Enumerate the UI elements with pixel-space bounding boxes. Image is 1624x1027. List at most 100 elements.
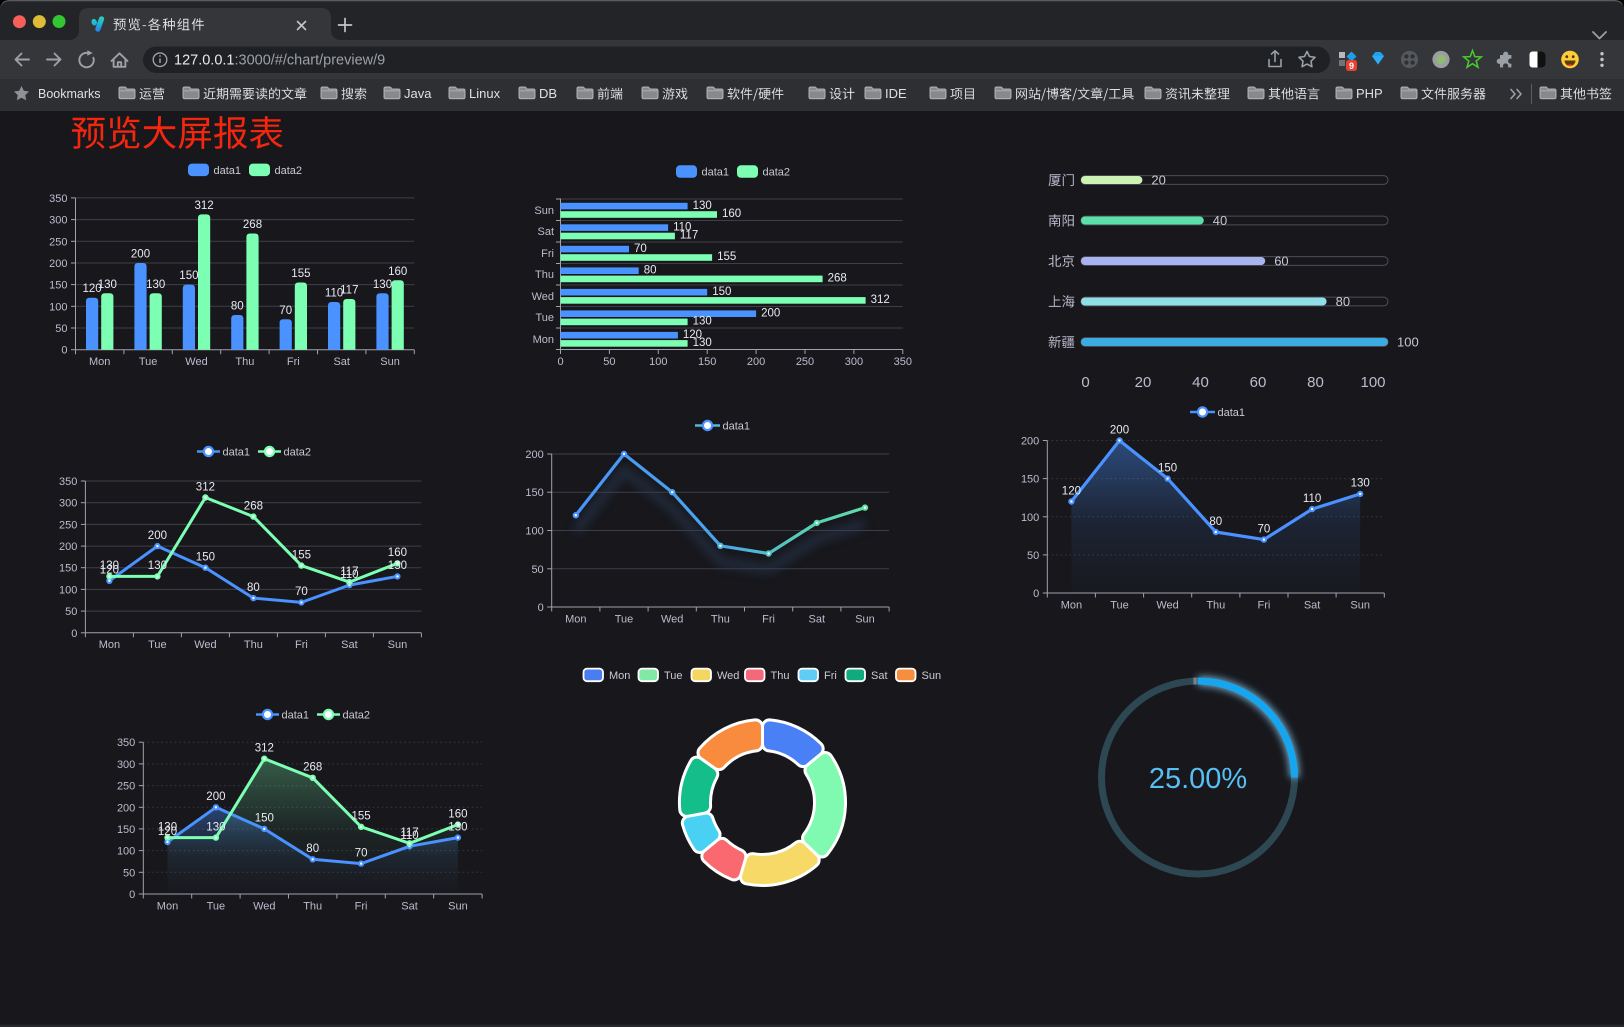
svg-text:350: 350 (59, 476, 77, 488)
svg-text:200: 200 (206, 791, 225, 803)
svg-text:268: 268 (303, 762, 322, 774)
svg-text:150: 150 (1021, 474, 1039, 486)
svg-text:80: 80 (231, 301, 244, 313)
svg-text:160: 160 (448, 808, 467, 820)
svg-text:100: 100 (49, 301, 67, 313)
svg-text:50: 50 (55, 323, 67, 335)
svg-text:0: 0 (129, 889, 135, 901)
svg-text:Wed: Wed (661, 613, 683, 625)
svg-text:80: 80 (1209, 516, 1222, 528)
svg-text:50: 50 (123, 867, 135, 879)
svg-text:0: 0 (71, 628, 77, 640)
svg-text:Thu: Thu (1206, 599, 1225, 611)
svg-text:50: 50 (531, 564, 543, 576)
svg-text:312: 312 (871, 294, 890, 306)
svg-text:70: 70 (355, 847, 368, 859)
svg-text:0: 0 (538, 602, 544, 614)
svg-text:80: 80 (644, 264, 657, 276)
svg-text:200: 200 (59, 541, 77, 553)
svg-text:Mon: Mon (609, 670, 630, 682)
svg-text:160: 160 (388, 547, 407, 559)
svg-text:Wed: Wed (532, 291, 554, 303)
svg-text:Sun: Sun (380, 356, 400, 368)
svg-text:Tue: Tue (139, 356, 158, 368)
svg-text:data1: data1 (1218, 407, 1246, 419)
svg-text:Wed: Wed (194, 639, 216, 651)
svg-text:50: 50 (65, 606, 77, 618)
svg-text:120: 120 (100, 565, 119, 577)
svg-text:160: 160 (388, 266, 407, 278)
svg-text:150: 150 (698, 356, 716, 368)
svg-text:130: 130 (148, 560, 167, 572)
svg-text:40: 40 (1192, 374, 1209, 391)
svg-text:Sun: Sun (855, 613, 875, 625)
svg-text:Thu: Thu (535, 269, 554, 281)
svg-text:Tue: Tue (535, 312, 554, 324)
svg-text:155: 155 (352, 811, 371, 823)
svg-text:0: 0 (557, 356, 563, 368)
svg-text:PHP: PHP (1356, 86, 1383, 101)
svg-text:Bookmarks: Bookmarks (38, 87, 101, 101)
svg-text:Wed: Wed (185, 356, 207, 368)
svg-text:150: 150 (1158, 462, 1177, 474)
svg-text:20: 20 (1135, 374, 1152, 391)
svg-text:312: 312 (255, 743, 274, 755)
svg-text:110: 110 (1303, 493, 1321, 505)
svg-text:200: 200 (49, 258, 67, 270)
svg-text:Sat: Sat (809, 613, 826, 625)
svg-text:Tue: Tue (148, 639, 167, 651)
svg-text:130: 130 (100, 560, 119, 572)
svg-text:350: 350 (117, 737, 135, 749)
svg-text:data2: data2 (284, 447, 312, 459)
svg-text:Fri: Fri (1257, 599, 1270, 611)
svg-text:300: 300 (845, 356, 863, 368)
svg-text:130: 130 (158, 821, 177, 833)
svg-text:Sat: Sat (1304, 599, 1321, 611)
svg-text:312: 312 (195, 200, 214, 212)
svg-text:data1: data1 (723, 421, 751, 433)
svg-text:Fri: Fri (541, 248, 554, 260)
svg-text:50: 50 (1027, 550, 1039, 562)
svg-text:Mon: Mon (1061, 599, 1082, 611)
svg-text:Mon: Mon (89, 356, 110, 368)
svg-text:80: 80 (247, 582, 260, 594)
svg-text:Tue: Tue (615, 613, 634, 625)
svg-text:100: 100 (649, 356, 667, 368)
svg-text:117: 117 (340, 285, 358, 297)
svg-text:268: 268 (244, 500, 263, 512)
svg-text:312: 312 (196, 481, 215, 493)
svg-text:Sun: Sun (1350, 599, 1370, 611)
svg-text:Mon: Mon (157, 900, 178, 912)
svg-text:250: 250 (49, 236, 67, 248)
svg-text:40: 40 (1213, 213, 1227, 228)
svg-text:130: 130 (693, 200, 712, 212)
svg-text:130: 130 (388, 560, 407, 572)
svg-text:data1: data1 (702, 167, 730, 179)
svg-text:Sun: Sun (448, 900, 468, 912)
svg-text:Sun: Sun (922, 670, 942, 682)
svg-text:Fri: Fri (824, 670, 837, 682)
svg-text:Fri: Fri (355, 900, 368, 912)
svg-text:110: 110 (325, 288, 343, 300)
svg-text:50: 50 (603, 356, 615, 368)
svg-text:60: 60 (1274, 254, 1288, 269)
svg-text:70: 70 (1258, 523, 1271, 535)
svg-text:150: 150 (712, 286, 731, 298)
svg-text:80: 80 (306, 843, 319, 855)
svg-text:Fri: Fri (287, 356, 300, 368)
svg-text:Thu: Thu (711, 613, 730, 625)
svg-text:130: 130 (98, 279, 117, 291)
svg-text:Tue: Tue (207, 900, 226, 912)
svg-text:data2: data2 (763, 167, 791, 179)
svg-text:110: 110 (673, 221, 691, 233)
svg-text:160: 160 (722, 208, 741, 220)
svg-text:Fri: Fri (762, 613, 775, 625)
svg-text:150: 150 (179, 270, 198, 282)
svg-text:0: 0 (61, 345, 67, 357)
svg-text:25.00%: 25.00% (1149, 763, 1247, 795)
svg-text:150: 150 (196, 552, 215, 564)
svg-text:data2: data2 (343, 710, 371, 722)
svg-text:117: 117 (400, 827, 418, 839)
svg-text:80: 80 (1307, 374, 1324, 391)
svg-text:Tue: Tue (1110, 599, 1129, 611)
